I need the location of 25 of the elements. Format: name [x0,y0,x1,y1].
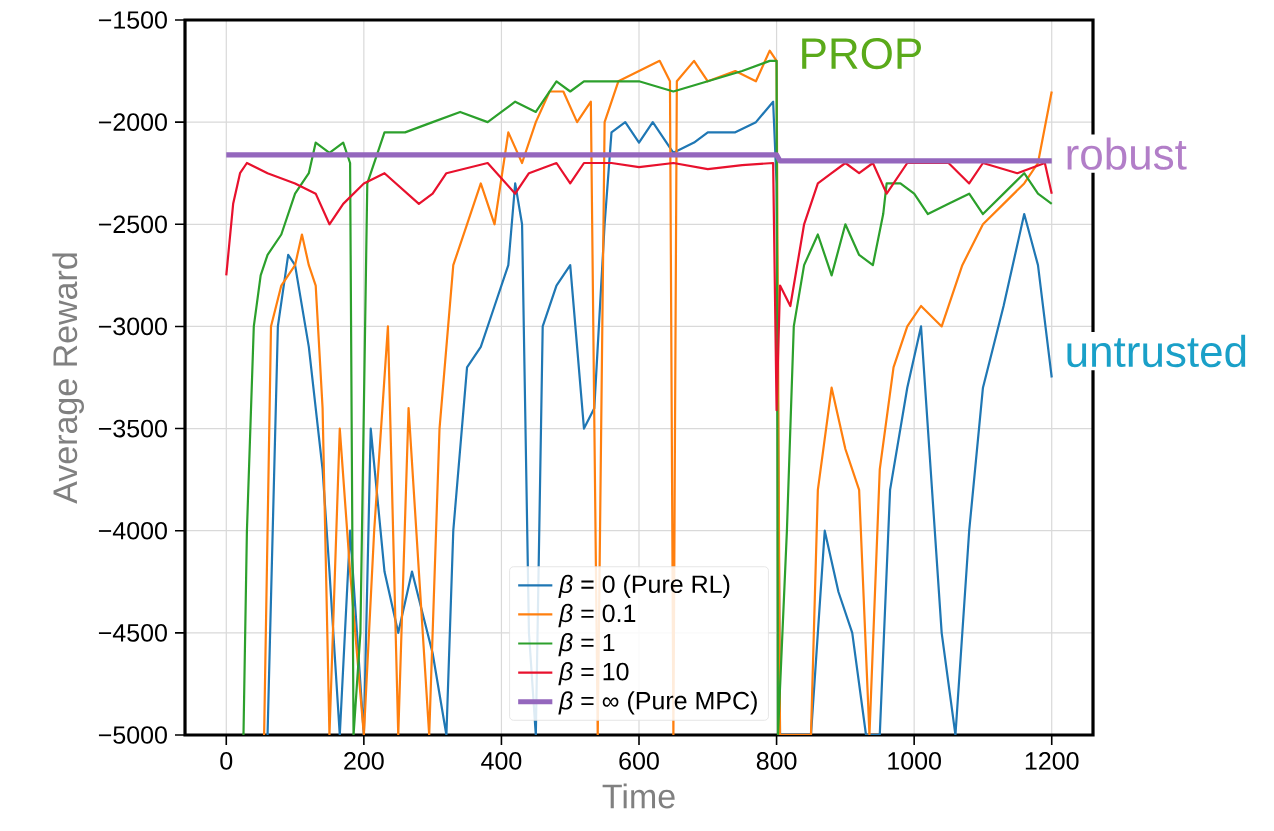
legend-label: β = 1 [558,632,615,657]
annotation: PROP [802,38,921,70]
legend-label: β = 10 [558,662,629,686]
y-tick-label: −3000 [98,317,167,336]
y-tick-label: −5000 [98,726,167,744]
y-axis-title: Average Reward [52,253,84,504]
annotation: robust [1067,137,1187,170]
annotation: untrusted [1067,334,1246,368]
x-tick-label: 1000 [888,752,941,770]
legend-label: β = 0 (Pure RL) [558,574,730,599]
y-tick-label: −4500 [98,624,167,642]
x-axis-title: Time [602,783,675,809]
y-tick-label: −3500 [98,419,167,438]
legend-label: β = ∞ (Pure MPC) [558,691,757,715]
x-tick-label: 0 [220,752,233,770]
y-tick-label: −2500 [98,215,167,234]
y-tick-label: −4000 [98,521,167,540]
x-tick-label: 400 [481,752,522,770]
x-tick-label: 600 [619,752,659,770]
x-tick-label: 200 [344,752,384,770]
y-tick-label: −2000 [98,113,167,131]
legend-label: β = 0.1 [558,603,636,628]
y-tick-label: −1500 [98,11,167,29]
x-tick-label: 1200 [1025,752,1079,770]
x-tick-label: 800 [756,752,797,770]
